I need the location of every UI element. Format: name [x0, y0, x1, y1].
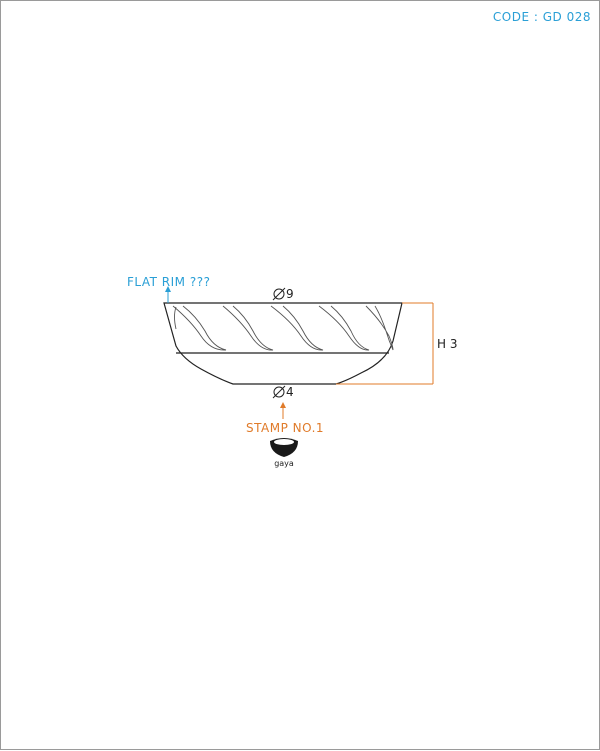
base-diameter-value: 4: [286, 385, 294, 399]
swirl-petal: [222, 305, 274, 351]
code-label: CODE : GD 028: [493, 10, 591, 24]
stamp-arrow: [280, 402, 286, 419]
base-diameter-dimension: 4: [272, 385, 294, 399]
stamp-label: STAMP NO.1: [246, 421, 324, 435]
stamp-logo: gaya: [270, 438, 298, 468]
top-diameter-value: 9: [286, 287, 294, 301]
bowl-outline: [163, 302, 403, 385]
swirl-petal: [318, 305, 370, 351]
rim-arrow: [165, 286, 171, 303]
swirl-petal: [172, 305, 227, 351]
height-dimension: [336, 302, 434, 385]
swirl-petal-left: [174, 306, 177, 330]
height-label: H 3: [437, 337, 457, 351]
top-diameter-dimension: 9: [272, 287, 294, 301]
stamp-brand: gaya: [274, 459, 294, 468]
swirl-petal: [365, 305, 394, 351]
swirl-pattern: [172, 305, 394, 351]
swirl-petal: [270, 305, 324, 351]
flat-rim-note: FLAT RIM ???: [127, 275, 210, 289]
bowl-profile: [163, 302, 403, 385]
